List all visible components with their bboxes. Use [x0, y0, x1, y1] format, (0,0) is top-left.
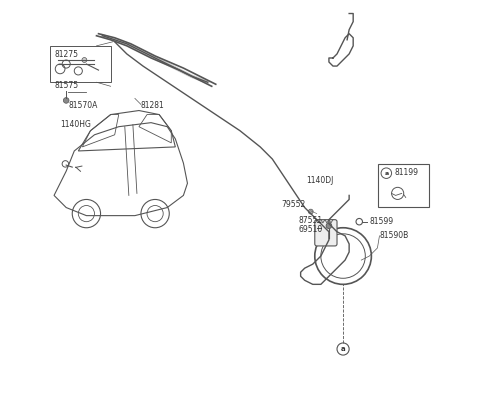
Text: 87551: 87551	[299, 216, 323, 225]
Circle shape	[82, 57, 87, 62]
Text: 1140HG: 1140HG	[60, 120, 91, 129]
Text: 81199: 81199	[395, 168, 419, 177]
Text: a: a	[341, 346, 346, 352]
FancyBboxPatch shape	[315, 220, 337, 246]
Text: 69510: 69510	[299, 225, 323, 234]
Circle shape	[308, 209, 313, 214]
Text: 81281: 81281	[141, 101, 165, 110]
Text: 1140DJ: 1140DJ	[306, 176, 334, 185]
Text: 81599: 81599	[369, 217, 394, 226]
Text: 81575: 81575	[54, 81, 78, 90]
Text: 81590B: 81590B	[380, 231, 408, 241]
Text: a: a	[384, 171, 388, 176]
Text: 79552: 79552	[281, 200, 305, 209]
Circle shape	[326, 223, 332, 229]
Text: 81570A: 81570A	[68, 101, 97, 110]
Text: 81275: 81275	[54, 50, 78, 59]
Circle shape	[63, 98, 69, 103]
